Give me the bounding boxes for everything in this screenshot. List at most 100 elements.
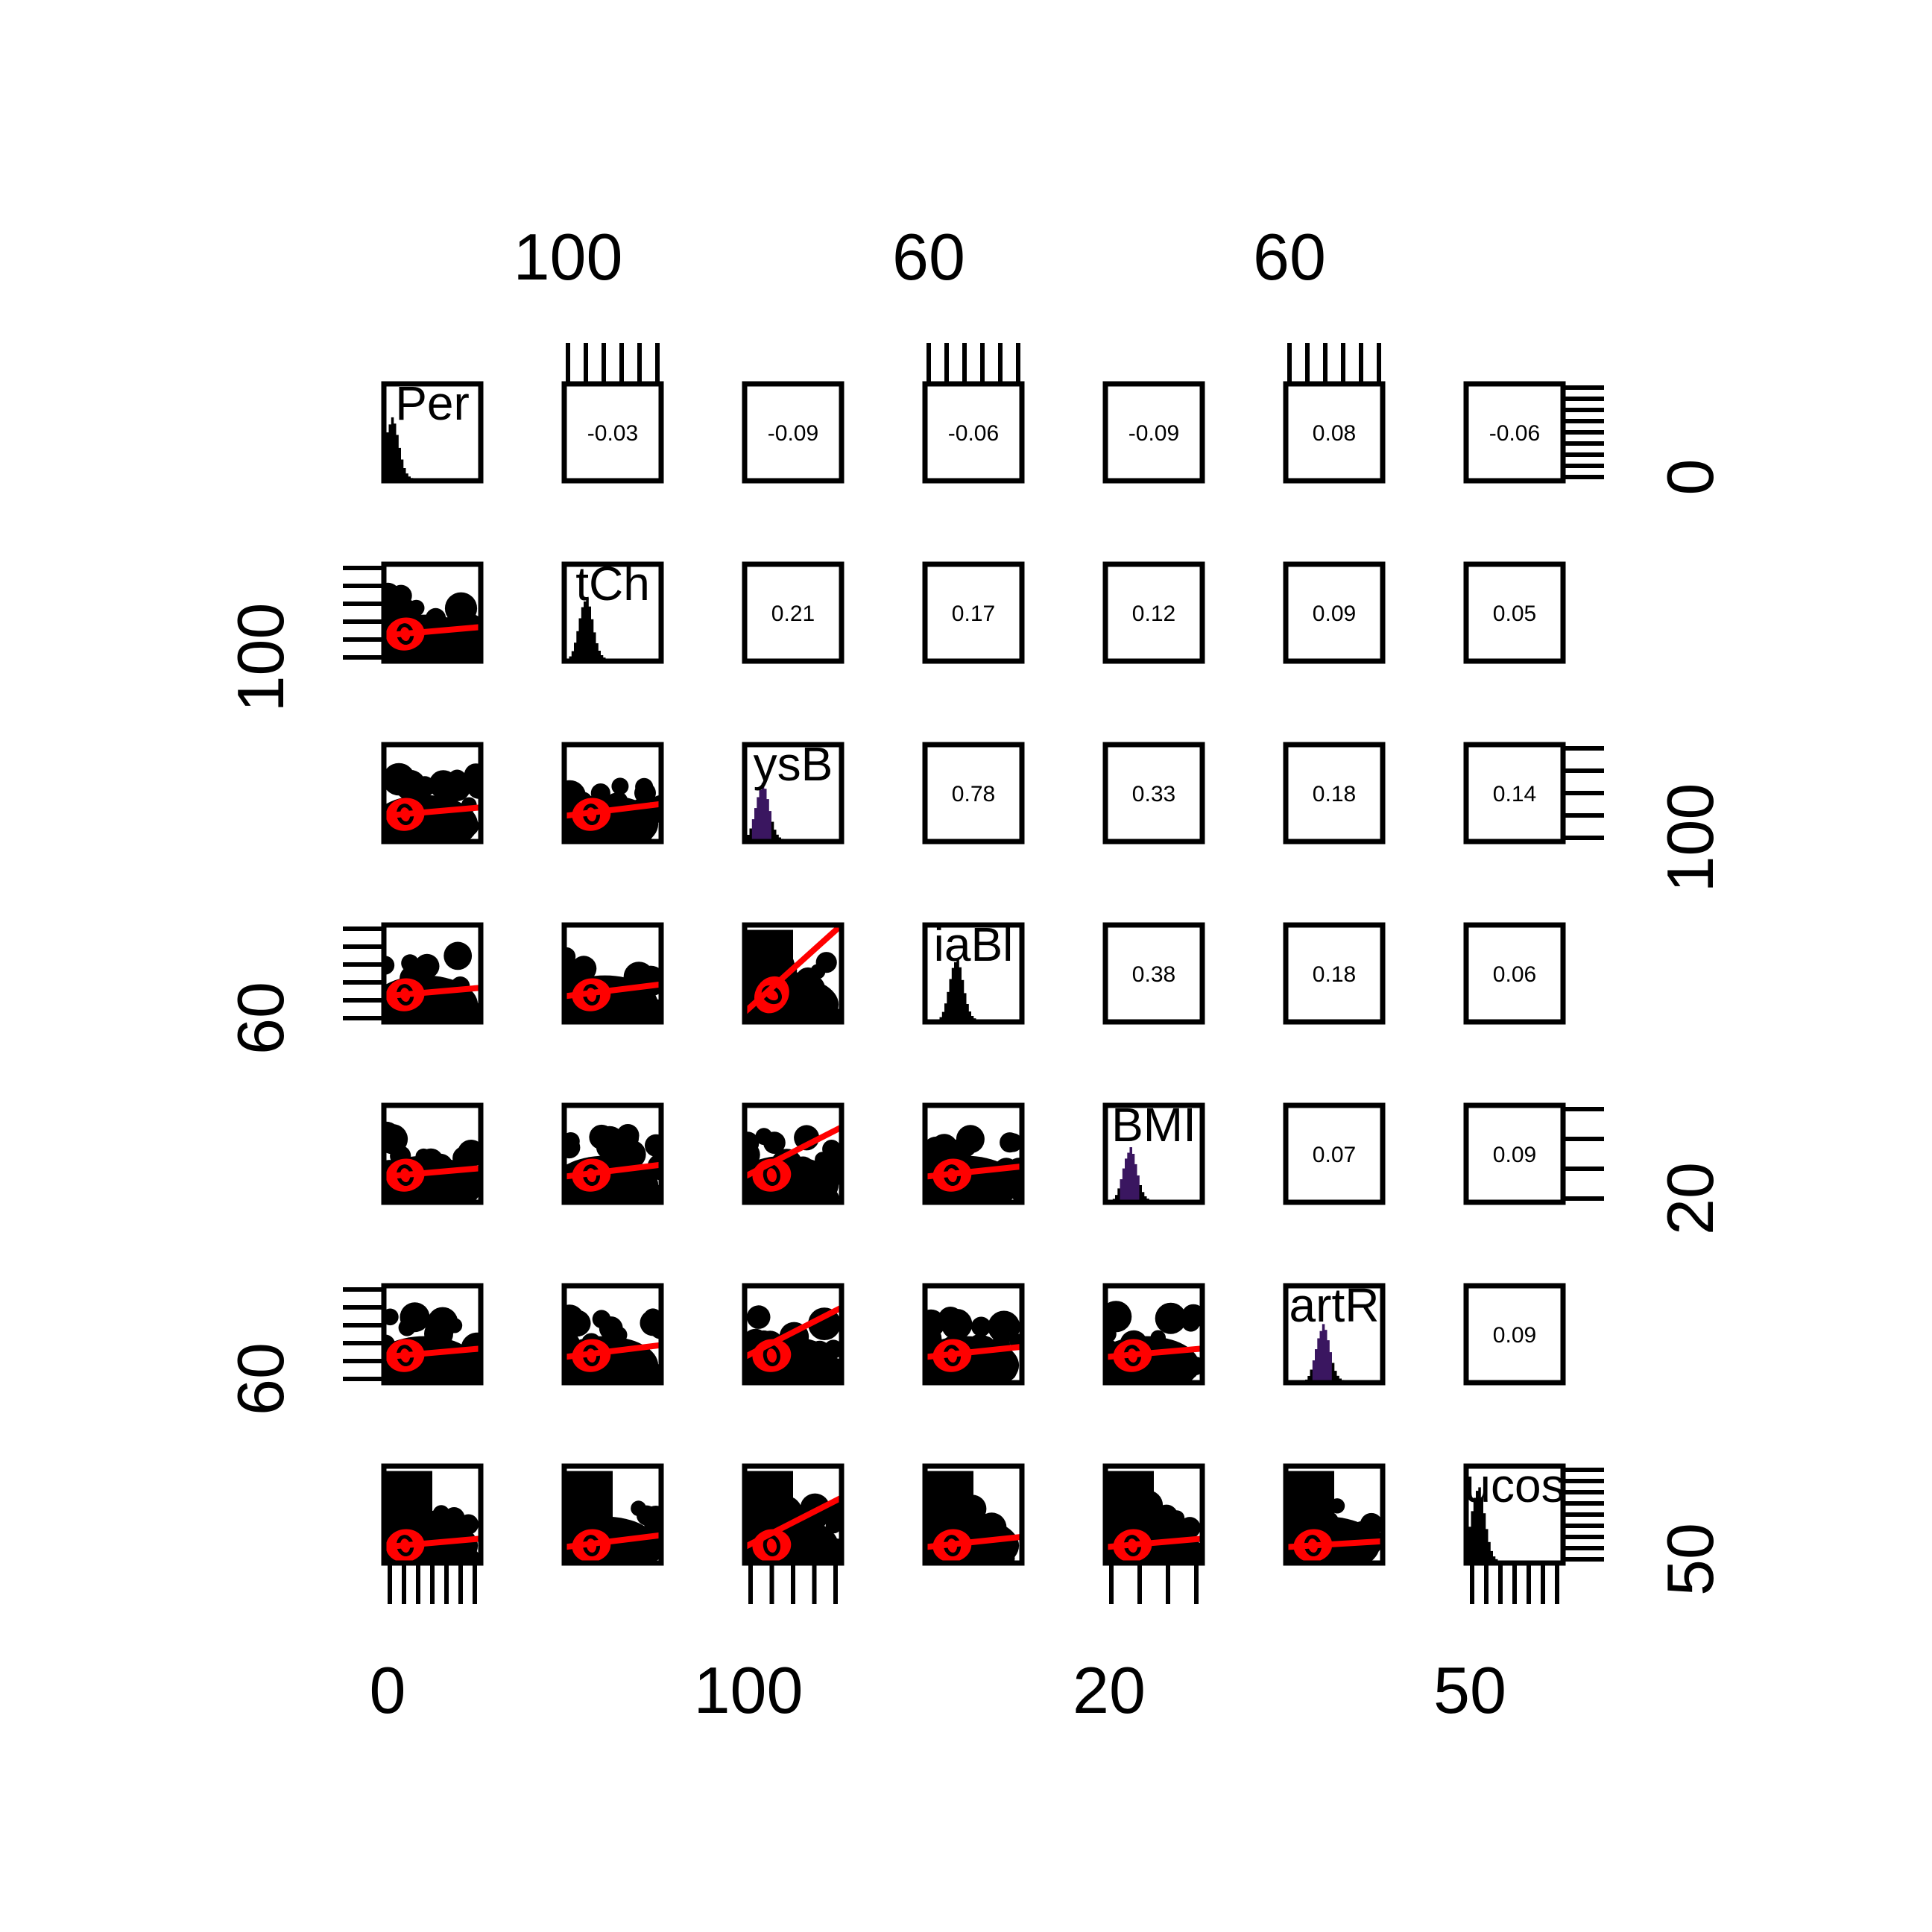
correlation-ellipse-outer — [754, 976, 789, 1014]
panel-frame — [1102, 381, 1205, 484]
histogram-bar — [396, 435, 399, 481]
histogram-bar — [944, 1003, 947, 1022]
scatter-panel-r2-c1 — [384, 582, 481, 661]
scatter-point — [1155, 1302, 1187, 1334]
panel-frame — [1283, 1463, 1386, 1566]
correlation-value: -0.09 — [768, 421, 818, 446]
histogram-panel-6: artR — [1286, 1286, 1383, 1383]
histogram-bar — [1325, 1330, 1328, 1383]
histogram-bar — [405, 473, 408, 481]
histogram-bar — [1488, 1541, 1491, 1563]
histogram-bar — [578, 618, 581, 661]
scatter-panel-r6-c4 — [925, 1307, 1022, 1383]
histogram-bar — [759, 789, 762, 842]
correlation-value: 0.17 — [952, 602, 995, 626]
scatter-point — [1105, 1325, 1117, 1343]
fit-line — [564, 801, 661, 819]
histogram-bar — [598, 651, 601, 661]
scatter-point — [446, 1318, 463, 1333]
histogram-bar — [1122, 1168, 1126, 1202]
histogram-bar — [586, 597, 589, 661]
axis-label-left: 60 — [224, 982, 297, 1055]
fit-line — [384, 1535, 481, 1550]
histogram-bar — [1476, 1491, 1479, 1563]
scatter-point — [1105, 1301, 1132, 1333]
panel-frame — [1102, 1463, 1205, 1566]
axis-label-top: 60 — [892, 220, 965, 294]
histogram-bar — [593, 632, 596, 661]
panel-frame — [561, 1102, 664, 1205]
histogram-bar — [766, 799, 769, 842]
scatter-point — [384, 795, 479, 842]
axis-label-right: 20 — [1653, 1162, 1727, 1235]
panel-frame — [922, 381, 1025, 484]
correlation-value: 0.33 — [1132, 782, 1175, 806]
histogram-bar — [959, 967, 962, 1022]
histogram-panel-2: tCh — [564, 564, 661, 661]
scatter-panel-r3-c2 — [564, 777, 661, 842]
histogram-bar — [590, 619, 594, 661]
axis-label-bottom: 100 — [694, 1653, 804, 1727]
panel-frame — [561, 1283, 664, 1386]
axis-label-left: 60 — [224, 1342, 297, 1415]
histogram-bar — [394, 423, 397, 481]
panel-frame — [742, 561, 845, 664]
panel-frame — [1283, 381, 1386, 484]
scatter-point — [414, 776, 435, 798]
fit-line — [384, 624, 481, 639]
panel-frame — [1463, 1283, 1566, 1386]
scatter-panel-r6-c5 — [1105, 1301, 1202, 1383]
variable-name: Per — [395, 376, 470, 430]
histogram-bar — [1329, 1352, 1332, 1383]
scatter-point — [384, 1308, 399, 1326]
panel-frame — [742, 1102, 845, 1205]
panel-frame — [381, 922, 484, 1025]
fit-line — [564, 1342, 661, 1360]
panel-frame — [922, 1463, 1025, 1566]
histogram-bar — [1144, 1196, 1147, 1202]
variable-name: ucos — [1464, 1459, 1565, 1512]
histogram-bar — [1331, 1363, 1335, 1383]
correlation-value: -0.06 — [1489, 421, 1540, 446]
fit-line — [384, 1345, 481, 1360]
histogram-bar — [1490, 1550, 1493, 1563]
panel-frame — [561, 381, 664, 484]
histogram-panel-4: iaBl — [925, 925, 1022, 1022]
panel-frame — [1283, 922, 1386, 1025]
panel-frame — [561, 561, 664, 664]
panel-frame — [1102, 742, 1205, 845]
scatter-panel-r6-c3 — [745, 1304, 842, 1383]
variable-name: BMI — [1111, 1098, 1196, 1152]
panel-frame — [561, 742, 664, 845]
histogram-bar — [954, 962, 957, 1022]
fit-line — [564, 1532, 661, 1550]
correlation-value: 0.18 — [1313, 782, 1356, 806]
correlation-value: -0.06 — [948, 421, 999, 446]
scatter-point — [384, 975, 479, 1022]
correlation-ellipse — [754, 976, 789, 1014]
histogram-bar — [596, 643, 599, 661]
histogram-bar — [951, 967, 955, 1022]
scatter-point — [635, 777, 654, 796]
histogram-bar — [956, 958, 959, 1022]
scatter-point — [467, 774, 481, 799]
histogram-bar — [1125, 1158, 1128, 1202]
scatter-point — [384, 1155, 479, 1202]
histogram-bar — [1312, 1360, 1316, 1383]
axis-label-top: 60 — [1253, 220, 1326, 294]
axis-label-right: 50 — [1653, 1523, 1727, 1596]
fit-line — [384, 985, 481, 1000]
panel-frame — [922, 922, 1025, 1025]
scatter-panel-r7-c4 — [925, 1471, 1022, 1563]
histogram-bar — [761, 783, 765, 842]
scatter-panel-r4-c2 — [564, 947, 661, 1022]
histogram-bar — [1492, 1556, 1496, 1563]
scatter-point — [564, 1132, 580, 1150]
correlation-ellipse-inner — [761, 985, 783, 1005]
scatter-point — [631, 1500, 646, 1517]
histogram-bar — [1483, 1513, 1486, 1563]
histogram-bar — [1141, 1192, 1145, 1202]
correlation-value: 0.78 — [952, 782, 995, 806]
histogram-bar — [1468, 1527, 1471, 1563]
histogram-bar — [1117, 1188, 1120, 1202]
